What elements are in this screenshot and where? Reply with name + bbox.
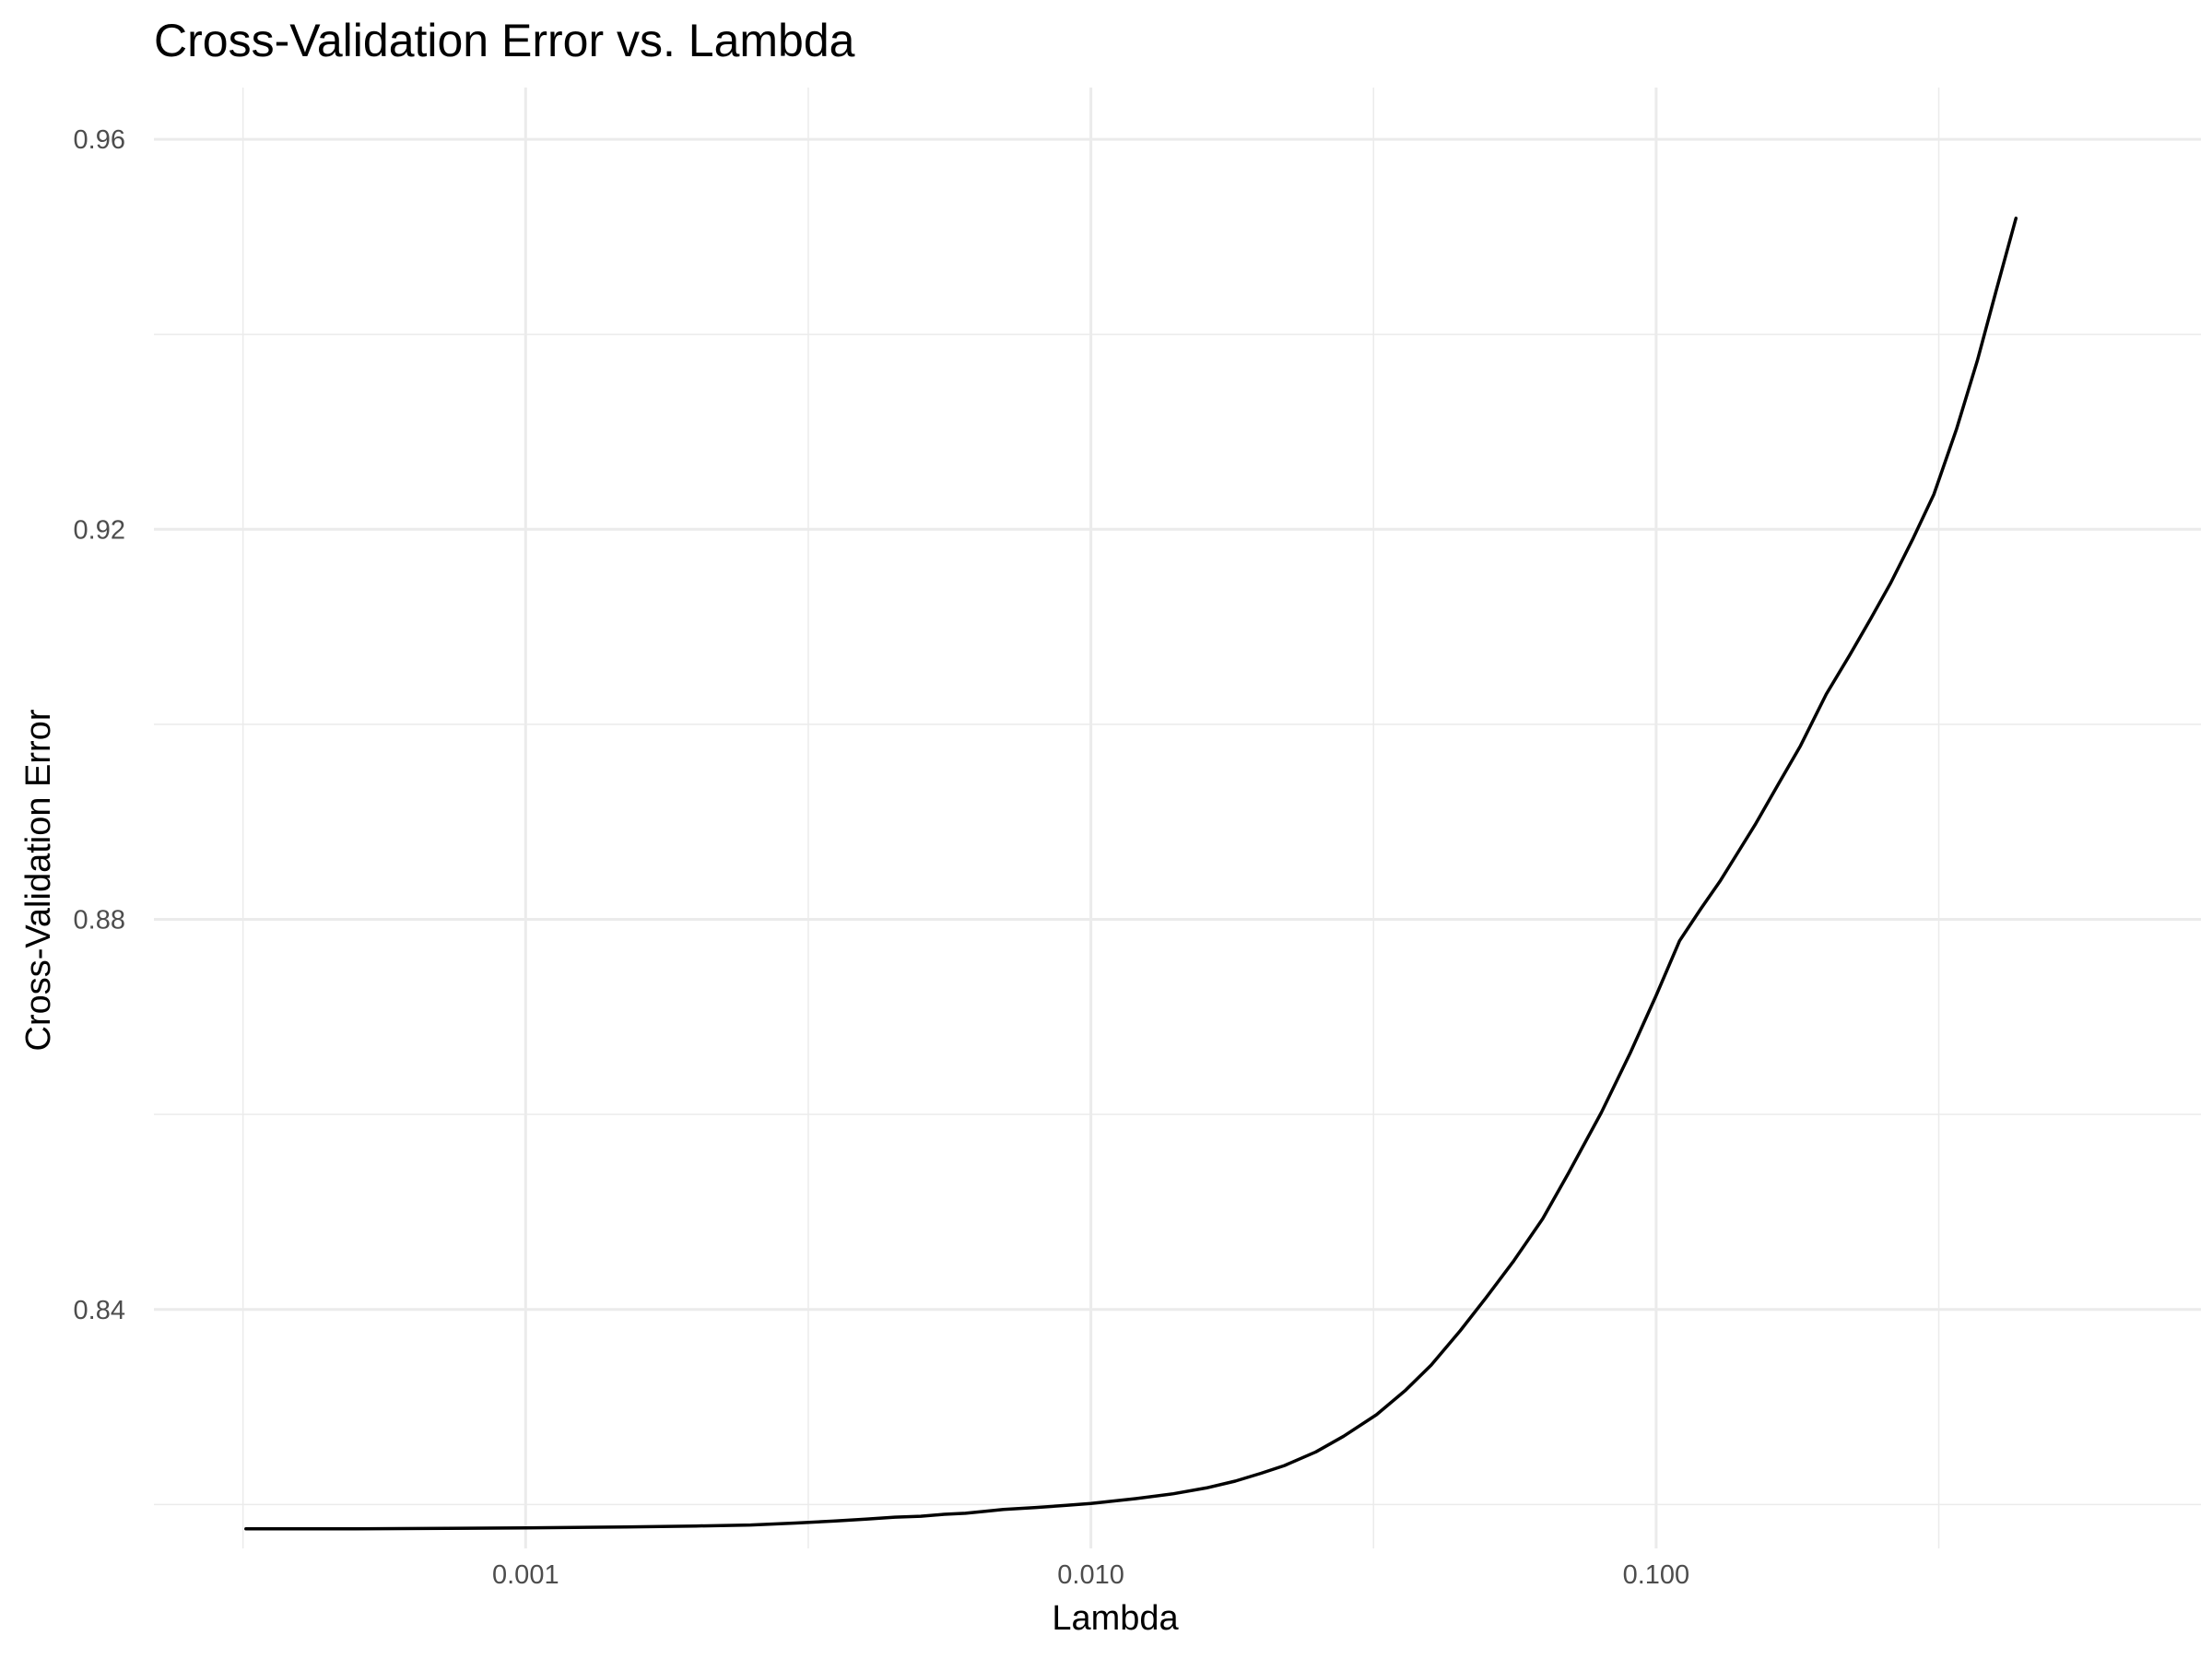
- y-axis-title: Cross-Validation Error: [19, 709, 58, 1051]
- x-tick-label: 0.100: [1623, 1560, 1690, 1590]
- x-axis-tick-labels: 0.001 0.010 0.100: [492, 1560, 1689, 1590]
- y-axis-tick-labels: 0.84 0.88 0.92 0.96: [74, 125, 125, 1325]
- y-tick-label: 0.92: [74, 515, 125, 545]
- chart-title: Cross-Validation Error vs. Lambda: [154, 15, 855, 66]
- grid-minor: [154, 88, 2201, 1548]
- series-group: [244, 217, 2018, 1531]
- y-tick-label: 0.88: [74, 906, 125, 935]
- y-tick-label: 0.96: [74, 125, 125, 155]
- x-tick-label: 0.001: [492, 1560, 559, 1590]
- grid-major: [154, 88, 2201, 1548]
- series-line: [244, 217, 2018, 1531]
- y-tick-label: 0.84: [74, 1296, 125, 1325]
- x-tick-label: 0.010: [1057, 1560, 1124, 1590]
- x-axis-title: Lambda: [1052, 1599, 1179, 1638]
